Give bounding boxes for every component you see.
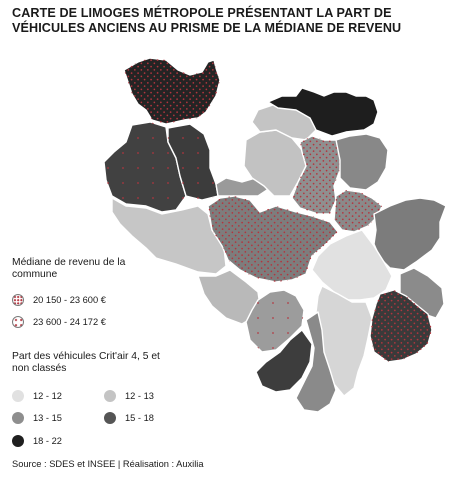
legend-share-label: 18 - 22 — [33, 436, 62, 446]
legend-share-item: 12 - 13 — [104, 390, 154, 402]
legend-income-item: 20 150 - 23 600 € — [12, 294, 106, 306]
legend-share-label: 12 - 13 — [125, 391, 154, 401]
commune-w-south — [111, 197, 227, 275]
legend-share-item: 12 - 12 — [12, 390, 62, 402]
dotted-swatch-icon — [12, 294, 24, 306]
legend-share-label: 13 - 15 — [33, 413, 62, 423]
legend-share-label: 15 - 18 — [125, 413, 154, 423]
legend-share-label: 12 - 12 — [33, 391, 62, 401]
sparse-dotted-swatch-icon — [12, 316, 24, 328]
color-swatch-icon — [12, 435, 24, 447]
color-swatch-icon — [12, 412, 24, 424]
legend-income-label: 20 150 - 23 600 € — [33, 295, 106, 305]
legend-income-item: 23 600 - 24 172 € — [12, 316, 106, 328]
commune-sw-dark — [255, 329, 313, 393]
commune-ne-top — [267, 87, 379, 137]
commune-s-medium — [295, 311, 337, 413]
commune-far-east — [373, 197, 447, 271]
legend-share-item: 15 - 18 — [104, 412, 154, 424]
legend-income-title: Médiane de revenu de la commune — [12, 257, 126, 281]
legend-income-label: 23 600 - 24 172 € — [33, 317, 106, 327]
map-title: CARTE DE LIMOGES MÉTROPOLE PRÉSENTANT LA… — [12, 6, 402, 35]
source-note: Source : SDES et INSEE | Réalisation : A… — [12, 459, 204, 469]
color-swatch-icon — [104, 412, 116, 424]
legend-share-title: Part des véhicules Crit'air 4, 5 et non … — [12, 351, 160, 375]
legend-share-item: 13 - 15 — [12, 412, 62, 424]
legend-share-item: 18 - 22 — [12, 435, 62, 447]
commune-ne-mid — [335, 133, 389, 191]
color-swatch-icon — [12, 390, 24, 402]
color-swatch-icon — [104, 390, 116, 402]
commune-centre-e — [311, 229, 393, 301]
